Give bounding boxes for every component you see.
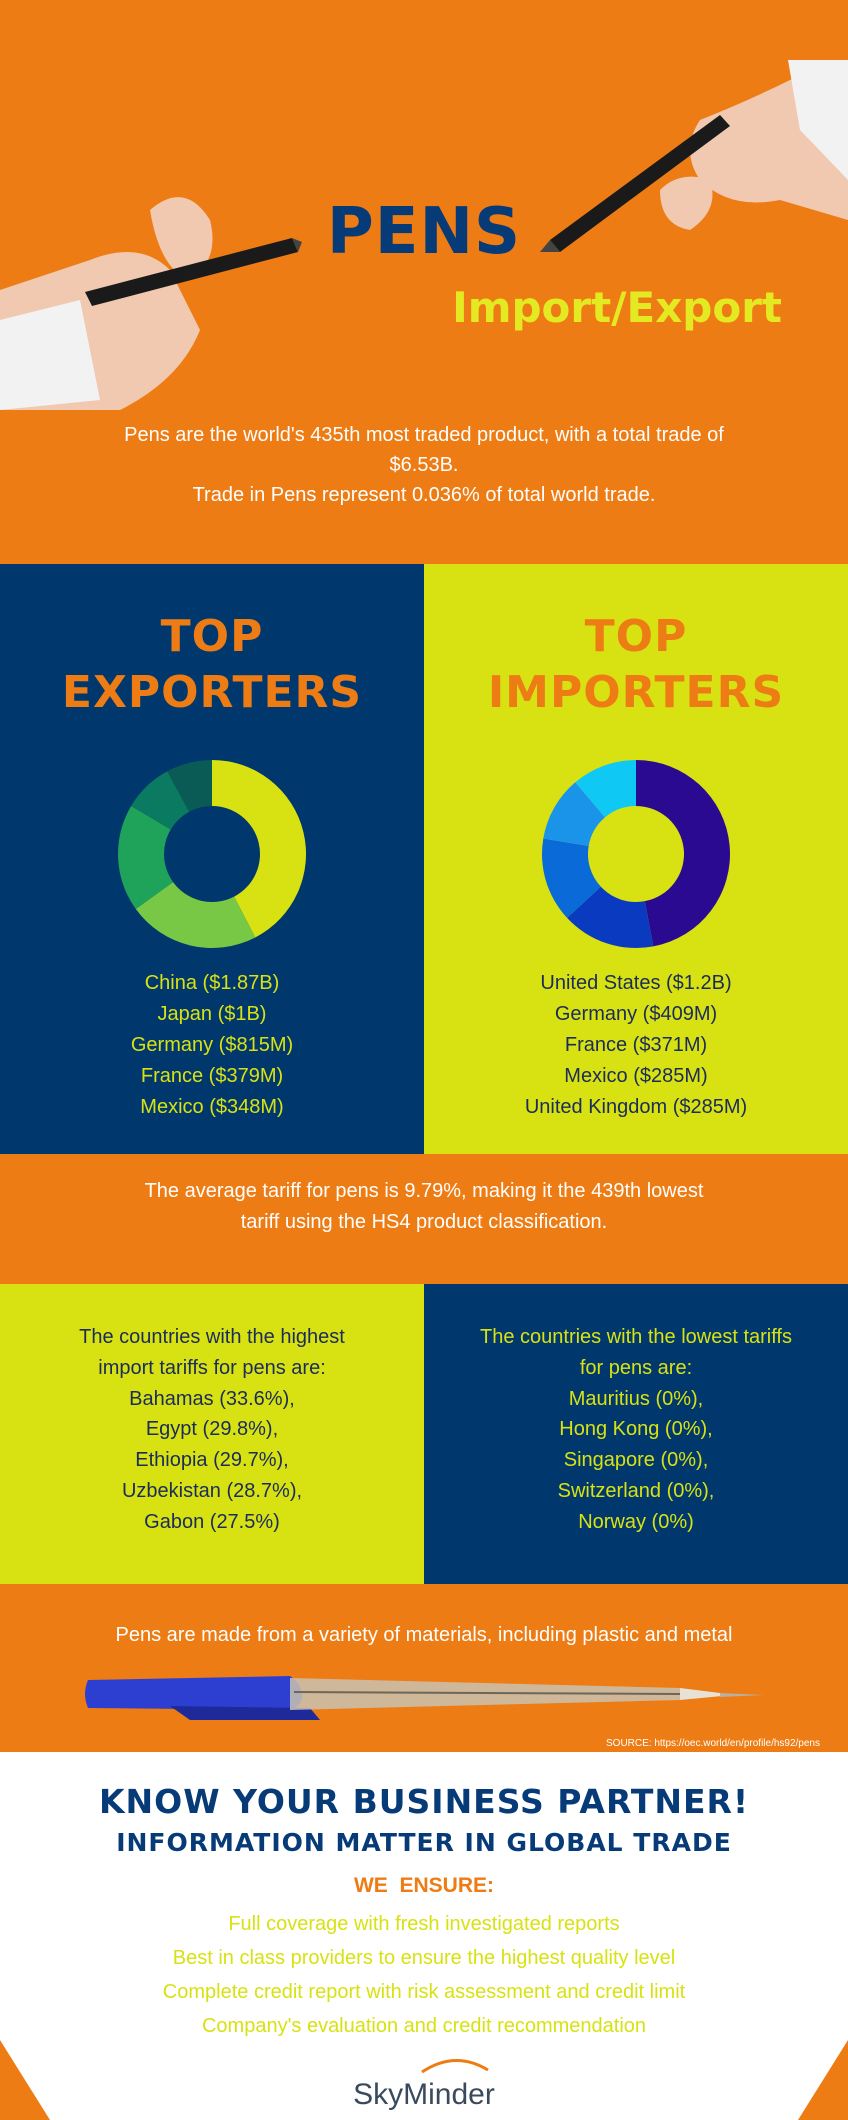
right-hand-with-pen-illustration xyxy=(540,60,848,252)
list-item: Egypt (29.8%), xyxy=(145,1418,279,1441)
list-item: France ($379M) xyxy=(140,1065,284,1087)
materials-text: Pens are made from a variety of material… xyxy=(115,1624,733,1646)
lowest-tariffs-list: The countries with the lowest tariffs fo… xyxy=(424,1322,848,1538)
highest-tariffs-panel: The countries with the highest import ta… xyxy=(0,1284,424,1584)
list-item: Japan ($1B) xyxy=(157,1003,267,1025)
tariff-section xyxy=(0,1154,848,1284)
list-item: Singapore (0%), xyxy=(563,1449,709,1472)
intro-line-1: Pens are the world's 435th most traded p… xyxy=(124,424,724,476)
exporters-list: China ($1.87B) Japan ($1B) Germany ($815… xyxy=(0,968,424,1123)
donut-slice-germany xyxy=(567,886,654,948)
ensure-label: WE ENSURE: xyxy=(353,1874,494,1897)
tariff-text: The average tariff for pens is 9.79%, ma… xyxy=(130,1176,718,1238)
lowest-tariffs-intro-2: for pens are: xyxy=(579,1356,693,1379)
footer-section xyxy=(0,1752,848,2120)
list-item: Norway (0%) xyxy=(578,1510,694,1533)
lowest-tariffs-panel: The countries with the lowest tariffs fo… xyxy=(424,1284,848,1584)
logo-swoosh-icon xyxy=(421,2059,489,2074)
exporters-title-line-2: EXPORTERS xyxy=(61,667,363,718)
ballpoint-pen-illustration xyxy=(85,1676,764,1720)
importers-list: United States ($1.2B) Germany ($409M) Fr… xyxy=(424,968,848,1123)
donut-slice-japan xyxy=(135,882,256,948)
donut-slice-china xyxy=(212,760,306,938)
lowest-tariffs-intro-1: The countries with the lowest tariffs xyxy=(480,1326,792,1348)
materials-section xyxy=(0,1584,848,1752)
list-item: China ($1.87B) xyxy=(144,972,280,994)
donut-slice-mexico xyxy=(543,782,605,847)
list-item: Mexico ($348M) xyxy=(140,1096,284,1118)
left-corner-decoration xyxy=(0,2040,50,2120)
list-item: Mauritius (0%), xyxy=(568,1387,704,1410)
list-item: Complete credit report with risk assessm… xyxy=(162,1981,686,2003)
highest-tariffs-intro-2: import tariffs for pens are: xyxy=(98,1356,326,1379)
top-importers-panel: TOP IMPORTERS United States ($1.2B) Germ… xyxy=(424,564,848,1154)
intro-line-2: Trade in Pens represent 0.036% of total … xyxy=(192,484,656,506)
top-exporters-panel: TOP EXPORTERS China ($1.87B) Japan ($1B)… xyxy=(0,564,424,1154)
exporters-title: TOP EXPORTERS xyxy=(0,609,424,721)
list-item: Germany ($815M) xyxy=(130,1034,294,1056)
left-hand-with-pen-illustration xyxy=(0,197,302,410)
footer-subheading: INFORMATION MATTER IN GLOBAL TRADE xyxy=(116,1828,732,1857)
donut-slice-mexico xyxy=(167,760,212,812)
list-item: Ethiopia (29.7%), xyxy=(135,1449,289,1472)
page-title: PENS xyxy=(326,195,522,269)
right-corner-decoration xyxy=(798,2040,848,2120)
importers-title-line-1: TOP xyxy=(584,611,688,662)
list-item: Switzerland (0%), xyxy=(557,1479,715,1502)
list-item: Mexico ($285M) xyxy=(564,1065,708,1087)
highest-tariffs-list: The countries with the highest import ta… xyxy=(0,1322,424,1538)
hero-section: PENS Import/Export Pens are the world's … xyxy=(0,0,848,564)
source-citation: SOURCE: https://oec.world/en/profile/hs9… xyxy=(606,1738,820,1749)
list-item: Bahamas (33.6%), xyxy=(129,1387,295,1410)
donut-slice-france xyxy=(542,838,601,918)
tariff-line-2: tariff using the HS4 product classificat… xyxy=(240,1211,608,1233)
list-item: Germany ($409M) xyxy=(554,1003,718,1025)
skyminder-logo: SkyMinder xyxy=(353,2078,495,2111)
donut-slice-france xyxy=(131,771,190,830)
donut-slice-united-states xyxy=(636,760,730,947)
list-item: France ($371M) xyxy=(564,1034,708,1056)
list-item: United States ($1.2B) xyxy=(540,972,732,994)
exporters-title-line-1: TOP xyxy=(160,611,264,662)
donut-slice-united-kingdom xyxy=(575,760,636,818)
list-item: Uzbekistan (28.7%), xyxy=(121,1479,303,1502)
list-item: Gabon (27.5%) xyxy=(144,1510,280,1533)
tariff-line-1: The average tariff for pens is 9.79%, ma… xyxy=(144,1180,704,1202)
ensure-list: Full coverage with fresh investigated re… xyxy=(0,1907,848,2043)
footer-heading: KNOW YOUR BUSINESS PARTNER! xyxy=(98,1782,750,1821)
intro-text: Pens are the world's 435th most traded p… xyxy=(110,420,738,510)
importers-title: TOP IMPORTERS xyxy=(424,609,848,721)
donut-slice-germany xyxy=(118,806,174,910)
list-item: Hong Kong (0%), xyxy=(559,1418,713,1441)
list-item: United Kingdom ($285M) xyxy=(524,1096,748,1118)
importers-donut-chart xyxy=(542,760,730,948)
list-item: Full coverage with fresh investigated re… xyxy=(228,1913,620,1935)
list-item: Best in class providers to ensure the hi… xyxy=(172,1947,676,1969)
page-subtitle: Import/Export xyxy=(452,283,782,332)
list-item: Company's evaluation and credit recommen… xyxy=(201,2015,647,2037)
importers-title-line-2: IMPORTERS xyxy=(487,667,785,718)
highest-tariffs-intro-1: The countries with the highest xyxy=(79,1326,345,1348)
exporters-donut-chart xyxy=(118,760,306,948)
